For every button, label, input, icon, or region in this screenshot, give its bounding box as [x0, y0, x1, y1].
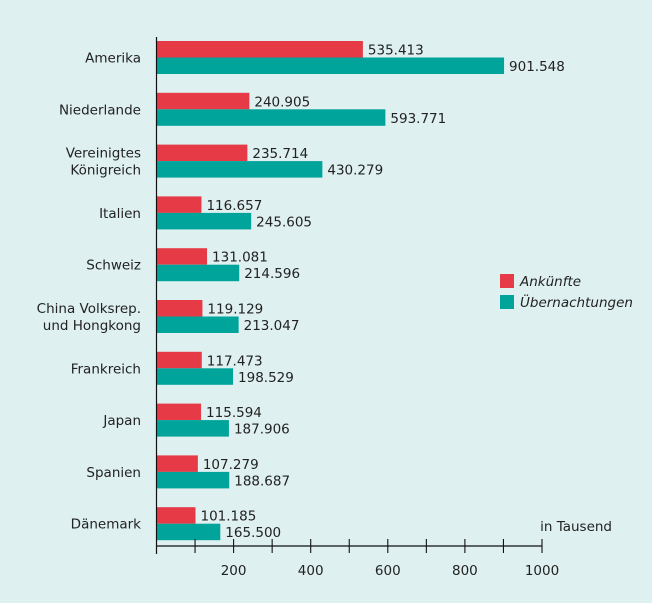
category-label: Italien [99, 206, 141, 222]
category-label: Vereinigtes Königreich [66, 146, 141, 179]
bar-ankuenfte [156, 507, 196, 524]
legend: Ankünfte Übernachtungen [500, 274, 633, 311]
bar-uebernachtungen [156, 57, 505, 74]
value-label: 115.594 [206, 405, 262, 421]
x-tick-label: 400 [298, 563, 324, 579]
category-label: Amerika [85, 51, 141, 67]
bar-uebernachtungen [156, 264, 240, 282]
bar-uebernachtungen [156, 316, 239, 333]
bar-ankuenfte [156, 403, 202, 421]
bar-uebernachtungen [156, 471, 230, 489]
bar-ankuenfte [156, 41, 363, 58]
x-tick-label: 200 [221, 563, 247, 579]
value-label: 198.529 [238, 370, 294, 386]
value-label: 107.279 [203, 457, 259, 473]
value-label: 188.687 [234, 473, 290, 489]
x-tick-label: 600 [375, 563, 401, 579]
value-label: 430.279 [327, 163, 383, 179]
value-label: 101.185 [201, 509, 257, 525]
category-label: Japan [102, 413, 141, 429]
unit-label: in Tausend [540, 519, 612, 535]
value-label: 235.714 [252, 146, 308, 162]
category-label: Dänemark [71, 517, 142, 533]
value-label: 245.605 [256, 214, 312, 230]
value-label: 187.906 [234, 422, 290, 438]
value-label: 131.081 [212, 250, 268, 266]
category-label: Spanien [86, 465, 141, 481]
legend-label: Ankünfte [519, 274, 581, 290]
bar-uebernachtungen [156, 212, 252, 230]
bar-uebernachtungen [156, 523, 221, 541]
category-label: Niederlande [59, 102, 141, 118]
value-label: 901.548 [509, 59, 565, 75]
x-tick-label: 1000 [525, 563, 559, 579]
bar-ankuenfte [156, 300, 203, 317]
value-label: 117.473 [207, 353, 263, 369]
value-label: 116.657 [206, 198, 262, 214]
category-label: Frankreich [71, 361, 141, 377]
x-tick-label: 800 [452, 563, 478, 579]
bar-uebernachtungen [156, 420, 229, 437]
bar-ankuenfte [156, 455, 198, 472]
legend-label: Übernachtungen [520, 293, 633, 311]
bar-ankuenfte [156, 144, 248, 162]
x-axis: 200 400 600 800 1000 in Tausend [155, 37, 612, 579]
value-label: 535.413 [368, 43, 424, 59]
value-label: 165.500 [225, 525, 281, 541]
bar-ankuenfte [156, 351, 202, 369]
value-label: 119.129 [207, 302, 263, 318]
legend-swatch [500, 274, 514, 288]
category-label: China Volksrep. und Hongkong [37, 301, 141, 334]
labels-layer: Amerika 535.413 901.548 Niederlande 240.905 5… [37, 43, 565, 542]
category-label: Schweiz [86, 258, 141, 274]
value-label: 240.905 [254, 94, 310, 110]
bar-uebernachtungen [156, 161, 323, 178]
bar-uebernachtungen [156, 109, 386, 126]
bar-ankuenfte [156, 248, 208, 265]
value-label: 593.771 [390, 111, 446, 127]
value-label: 214.596 [244, 266, 300, 282]
value-label: 213.047 [244, 318, 300, 334]
bar-ankuenfte [156, 196, 202, 213]
bars-layer [156, 41, 505, 541]
bar-ankuenfte [156, 92, 250, 110]
bar-uebernachtungen [156, 368, 234, 385]
legend-swatch [500, 295, 514, 309]
